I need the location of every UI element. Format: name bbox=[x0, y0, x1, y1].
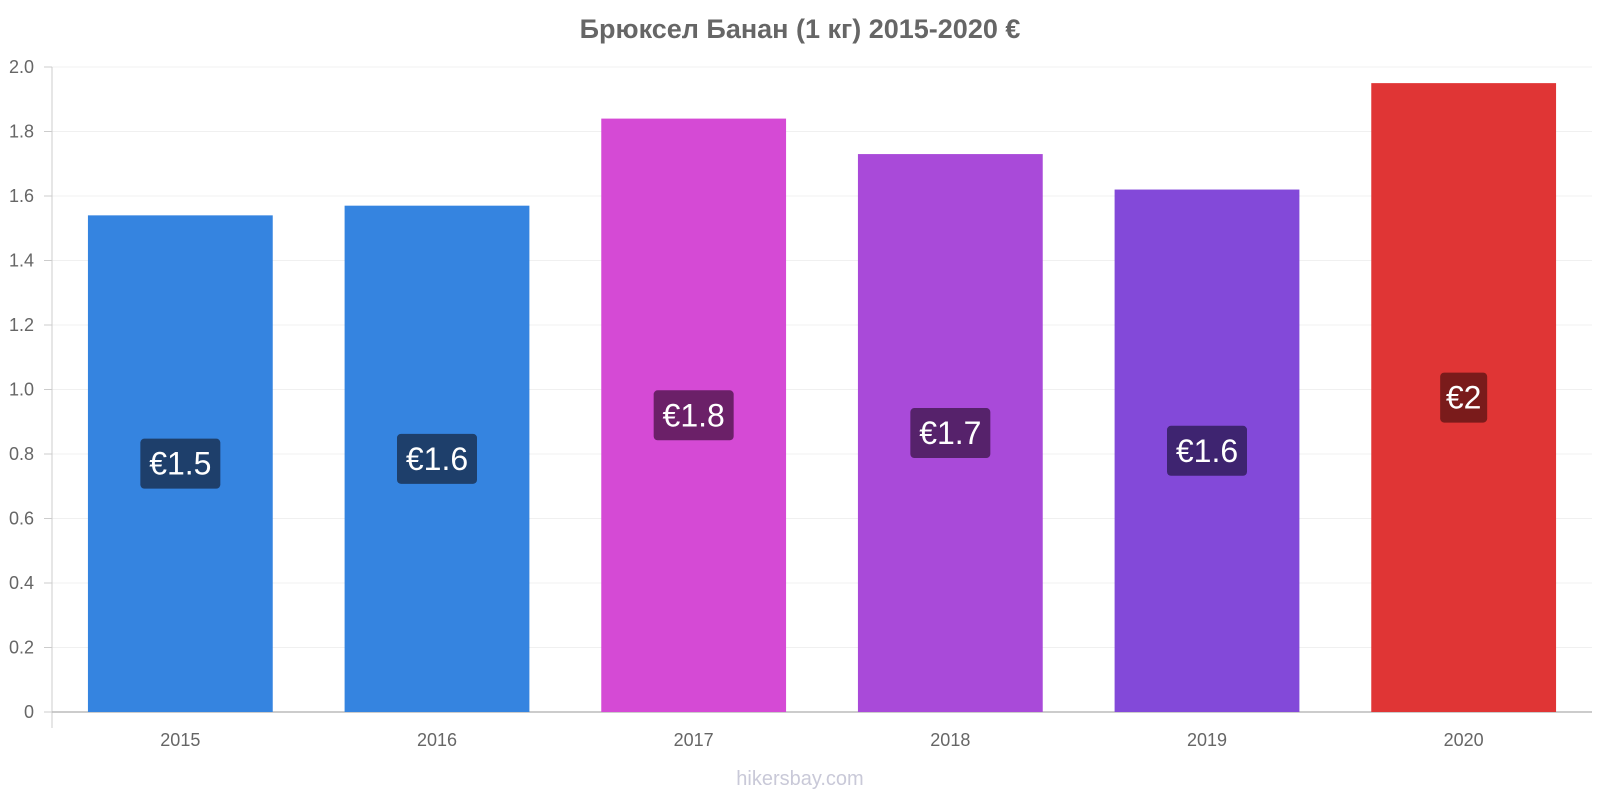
axes: 0 0.2 0.4 0.6 0.8 1.0 1.2 1.4 1.6 1.8 2.0 2015 2016 2… bbox=[9, 57, 1592, 750]
bars bbox=[87, 83, 1557, 713]
x-tick-label: 2016 bbox=[417, 730, 457, 750]
data-label: €1.7 bbox=[919, 415, 981, 451]
x-tick-label: 2017 bbox=[674, 730, 714, 750]
data-labels: €1.5 €1.6 €1.8 €1.7 €1.6 €2 bbox=[140, 372, 1488, 489]
y-tick-label: 1.4 bbox=[9, 251, 34, 271]
data-label-box bbox=[397, 433, 477, 484]
x-tick-label: 2019 bbox=[1187, 730, 1227, 750]
x-tick-label: 2015 bbox=[160, 730, 200, 750]
data-label: €1.8 bbox=[663, 397, 725, 433]
data-label-box bbox=[910, 408, 991, 459]
data-label-box bbox=[1440, 372, 1488, 423]
data-label: €1.6 bbox=[406, 441, 468, 477]
data-label: €2 bbox=[1446, 380, 1482, 416]
y-tick-label: 0 bbox=[24, 702, 34, 722]
y-tick-label: 1.2 bbox=[9, 315, 34, 335]
data-label: €1.5 bbox=[149, 446, 211, 482]
y-tick-label: 0.4 bbox=[9, 573, 34, 593]
y-tick-label: 0.2 bbox=[9, 638, 34, 658]
x-tick-label: 2018 bbox=[930, 730, 970, 750]
y-tick-label: 1.0 bbox=[9, 380, 34, 400]
data-label-box bbox=[1167, 425, 1247, 476]
y-tick-label: 0.6 bbox=[9, 509, 34, 529]
y-tick-label: 2.0 bbox=[9, 57, 34, 77]
watermark: hikersbay.com bbox=[736, 768, 864, 790]
data-label-box bbox=[653, 390, 734, 441]
y-tick-label: 1.6 bbox=[9, 186, 34, 206]
x-tick-label: 2020 bbox=[1444, 730, 1484, 750]
grid-lines bbox=[52, 66, 1592, 648]
data-label: €1.6 bbox=[1176, 433, 1238, 469]
y-tick-label: 0.8 bbox=[9, 444, 34, 464]
y-tick-label: 1.8 bbox=[9, 122, 34, 142]
data-label-box bbox=[140, 438, 221, 489]
chart-title: Брюксел Банан (1 кг) 2015-2020 € bbox=[579, 14, 1021, 44]
